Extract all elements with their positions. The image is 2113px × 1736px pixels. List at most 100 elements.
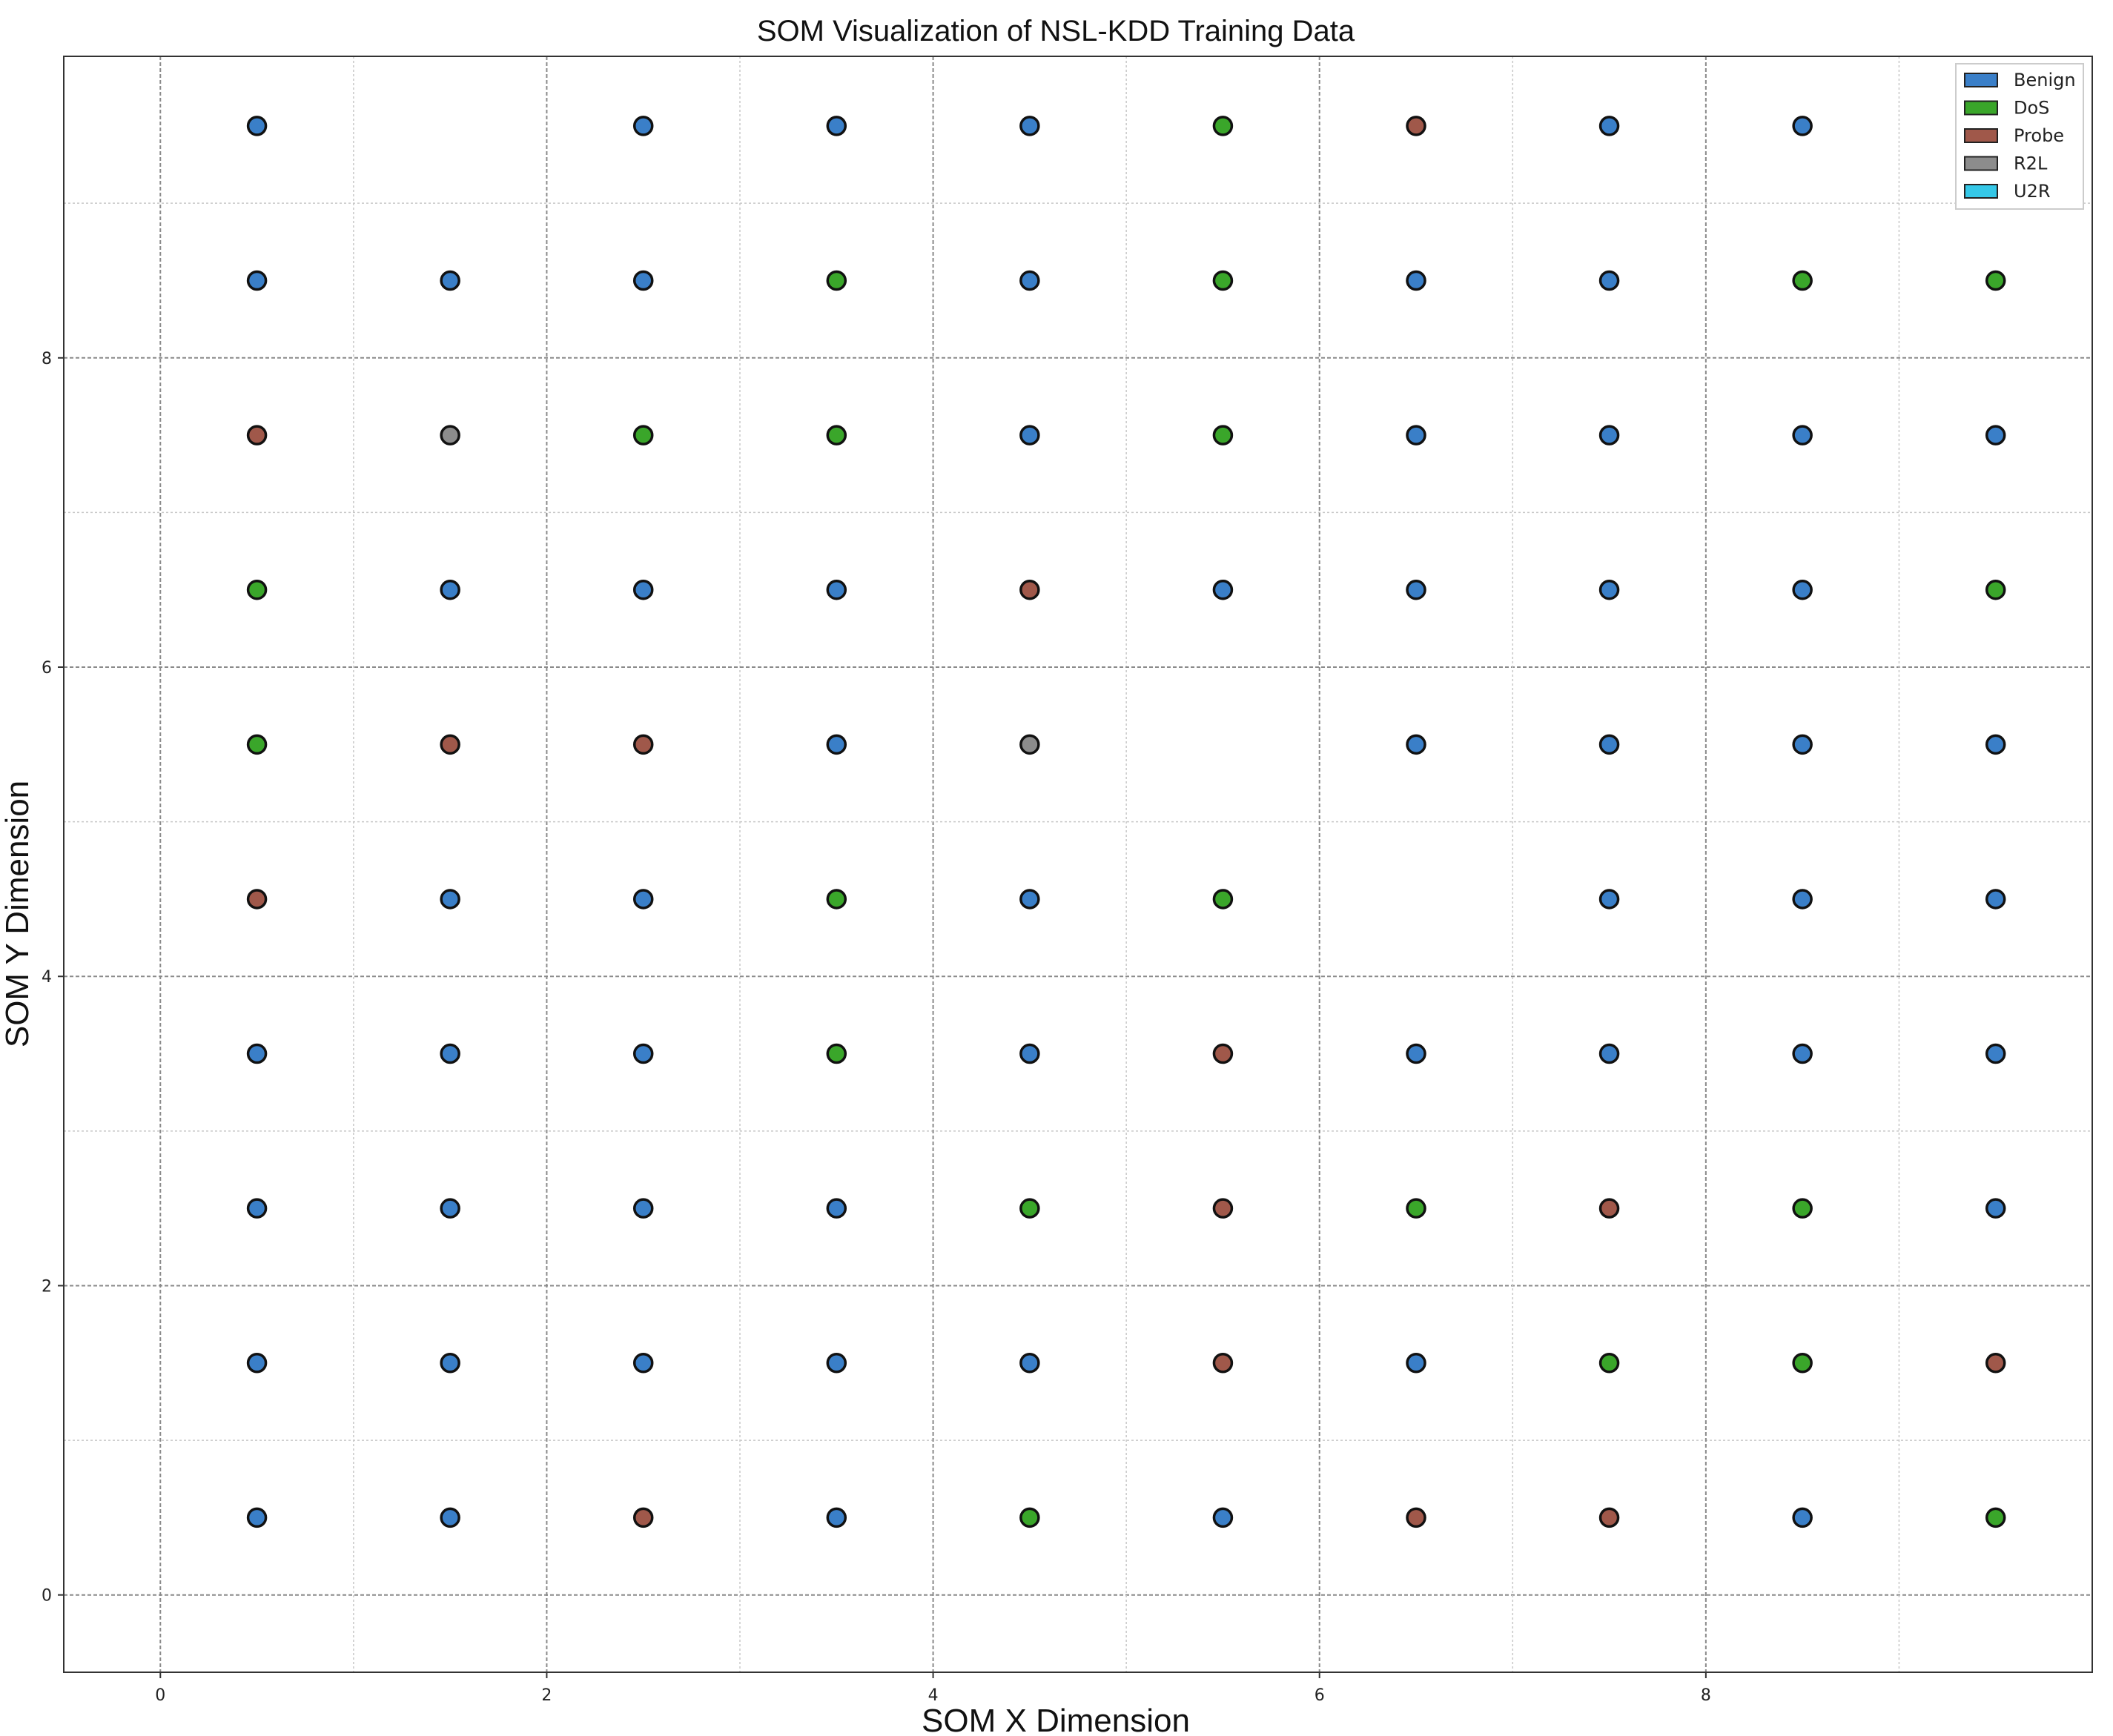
data-point-benign — [826, 116, 847, 136]
data-point-probe — [1212, 1043, 1234, 1064]
data-point-benign — [1406, 579, 1426, 600]
legend-swatch-dos — [1964, 100, 1998, 116]
data-point-dos — [826, 1043, 847, 1064]
x-tick-label: 0 — [155, 1686, 165, 1705]
data-point-benign — [1019, 116, 1040, 136]
data-point-dos — [1019, 1198, 1040, 1219]
x-axis-label: SOM X Dimension — [922, 1703, 1190, 1736]
data-point-benign — [632, 1198, 654, 1219]
data-point-benign — [1985, 1198, 2006, 1219]
data-point-dos — [632, 425, 654, 445]
data-point-dos — [1792, 1198, 1813, 1219]
data-point-benign — [826, 1198, 847, 1219]
data-point-dos — [1985, 270, 2006, 291]
data-point-benign — [1792, 889, 1813, 910]
data-point-dos — [1212, 116, 1234, 136]
data-point-dos — [826, 889, 847, 910]
y-tick-label: 0 — [42, 1587, 52, 1606]
data-point-dos — [1212, 425, 1234, 445]
data-point-dos — [1212, 270, 1234, 291]
data-point-benign — [1985, 734, 2006, 755]
data-point-benign — [1985, 425, 2006, 445]
data-point-benign — [1792, 425, 1813, 445]
data-point-benign — [632, 116, 654, 136]
legend-label-probe: Probe — [2014, 125, 2064, 146]
x-tick-label: 8 — [1701, 1686, 1711, 1705]
data-point-dos — [1212, 889, 1234, 910]
data-point-benign — [826, 1353, 847, 1374]
data-point-benign — [246, 1043, 268, 1064]
data-point-benign — [1406, 734, 1426, 755]
data-point-probe — [1212, 1198, 1234, 1219]
data-point-benign — [1598, 425, 1620, 445]
data-point-benign — [440, 889, 460, 910]
data-point-probe — [1598, 1198, 1620, 1219]
data-point-benign — [632, 579, 654, 600]
data-point-benign — [826, 734, 847, 755]
data-point-dos — [246, 579, 268, 600]
plot-area: 0 2 4 6 8 0 2 4 6 8 — [42, 56, 2093, 1705]
x-tick-label: 6 — [1315, 1686, 1325, 1705]
data-point-benign — [1406, 425, 1426, 445]
legend-label-benign: Benign — [2014, 70, 2076, 90]
data-point-dos — [826, 270, 847, 291]
tick-layer: 0 2 4 6 8 0 2 4 6 8 — [42, 350, 1711, 1705]
data-point-benign — [246, 1507, 268, 1528]
data-point-dos — [1792, 1353, 1813, 1374]
plot-frame — [63, 56, 2093, 1673]
data-point-benign — [440, 1198, 460, 1219]
x-tick-label: 2 — [541, 1686, 552, 1705]
data-point-benign — [1598, 579, 1620, 600]
data-point-benign — [246, 1353, 268, 1374]
data-point-probe — [1985, 1353, 2006, 1374]
data-point-benign — [1792, 1507, 1813, 1528]
data-point-probe — [632, 734, 654, 755]
data-point-benign — [1019, 1353, 1040, 1374]
data-point-dos — [1985, 579, 2006, 600]
data-point-benign — [1792, 734, 1813, 755]
data-point-probe — [1212, 1353, 1234, 1374]
data-point-benign — [1792, 579, 1813, 600]
data-point-probe — [1019, 579, 1040, 600]
data-point-benign — [1019, 425, 1040, 445]
legend-swatch-u2r — [1964, 184, 1998, 199]
data-point-benign — [1212, 579, 1234, 600]
data-point-dos — [1019, 1507, 1040, 1528]
data-point-benign — [1598, 889, 1620, 910]
data-point-benign — [826, 579, 847, 600]
data-point-dos — [1406, 1198, 1426, 1219]
data-point-benign — [440, 1353, 460, 1374]
data-point-benign — [1212, 1507, 1234, 1528]
y-axis-label: SOM Y Dimension — [0, 781, 36, 1047]
legend-swatch-benign — [1964, 73, 1998, 87]
data-point-benign — [826, 1507, 847, 1528]
data-point-benign — [246, 116, 268, 136]
data-point-benign — [632, 1353, 654, 1374]
data-point-benign — [440, 579, 460, 600]
data-point-benign — [1598, 116, 1620, 136]
data-point-r2l — [1019, 734, 1040, 755]
data-point-benign — [632, 1043, 654, 1064]
data-point-benign — [1019, 270, 1040, 291]
data-point-benign — [1598, 1043, 1620, 1064]
data-point-dos — [246, 734, 268, 755]
data-point-probe — [246, 425, 268, 445]
data-point-dos — [1598, 1353, 1620, 1374]
y-tick-label: 6 — [42, 659, 52, 677]
legend-label-r2l: R2L — [2014, 153, 2048, 174]
data-point-probe — [1406, 1507, 1426, 1528]
data-point-benign — [1019, 1043, 1040, 1064]
data-point-benign — [632, 270, 654, 291]
data-point-benign — [632, 889, 654, 910]
data-point-benign — [1598, 270, 1620, 291]
legend-items: Benign DoS Probe R2L U2R — [1964, 70, 2076, 202]
legend-label-u2r: U2R — [2014, 181, 2051, 202]
grid-layer — [64, 56, 2092, 1672]
data-point-probe — [246, 889, 268, 910]
data-point-benign — [440, 1043, 460, 1064]
data-point-probe — [632, 1507, 654, 1528]
data-point-benign — [440, 270, 460, 291]
y-tick-label: 4 — [42, 968, 52, 987]
data-point-benign — [1406, 270, 1426, 291]
